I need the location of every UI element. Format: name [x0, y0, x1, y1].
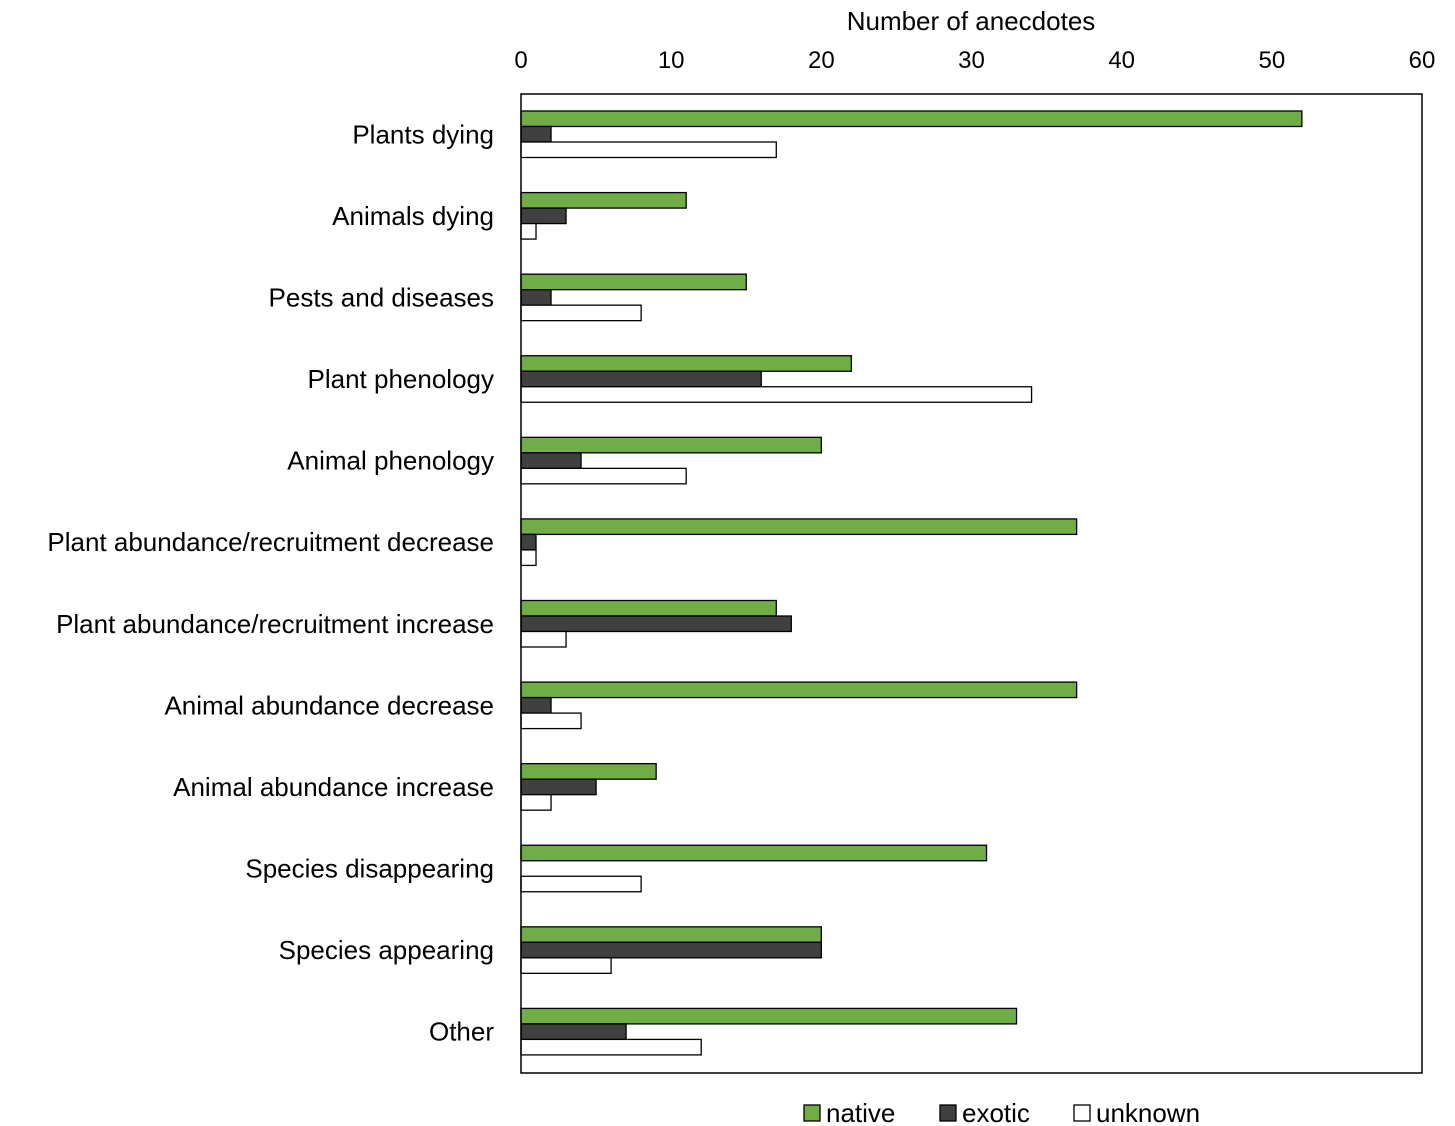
category-label-4: Animal phenology	[287, 446, 494, 476]
category-label-9: Species disappearing	[245, 854, 494, 884]
x-axis-title: Number of anecdotes	[847, 6, 1096, 36]
bar-unknown-7	[520, 712, 582, 730]
legend-swatch-exotic	[939, 1104, 957, 1122]
bar-exotic-11	[520, 1023, 627, 1041]
category-label-6: Plant abundance/recruitment increase	[56, 609, 494, 639]
x-axis-ticks: 0 10 20 30 40 50 60	[514, 47, 1435, 74]
x-tick-label-20: 20	[808, 47, 835, 74]
bar-exotic-3	[520, 370, 762, 388]
bar-unknown-5	[520, 549, 537, 567]
bar-native-6	[520, 599, 777, 617]
bar-native-10	[520, 926, 822, 943]
bar-unknown-1	[520, 222, 537, 240]
x-tick-label-50: 50	[1258, 47, 1285, 74]
x-tick-label-10: 10	[658, 47, 685, 74]
bar-unknown-9	[520, 875, 642, 893]
category-label-10: Species appearing	[279, 935, 494, 965]
bar-native-11	[520, 1007, 1018, 1025]
bars-group	[520, 110, 1303, 1056]
bar-exotic-4	[520, 452, 582, 469]
bar-native-9	[520, 844, 988, 862]
bar-native-8	[520, 763, 657, 780]
bar-unknown-10	[520, 957, 612, 974]
bar-exotic-10	[520, 941, 822, 959]
bar-native-5	[520, 518, 1078, 536]
legend: native exotic unknown	[803, 1098, 1200, 1126]
bar-unknown-0	[520, 141, 777, 159]
category-label-2: Pests and diseases	[269, 282, 494, 312]
bar-exotic-5	[520, 533, 537, 551]
category-label-3: Plant phenology	[308, 364, 494, 394]
x-tick-label-60: 60	[1409, 47, 1436, 74]
bar-unknown-2	[520, 304, 642, 322]
legend-swatch-unknown	[1073, 1104, 1091, 1122]
category-label-1: Animals dying	[332, 201, 494, 231]
bar-native-3	[520, 355, 853, 372]
bar-unknown-6	[520, 630, 567, 648]
bar-native-1	[520, 191, 687, 209]
category-label-5: Plant abundance/recruitment decrease	[47, 527, 494, 557]
bar-exotic-7	[520, 696, 552, 714]
bar-exotic-6	[520, 615, 792, 633]
x-tick-label-30: 30	[958, 47, 985, 74]
bar-unknown-4	[520, 467, 687, 485]
x-tick-label-40: 40	[1108, 47, 1135, 74]
bar-native-4	[520, 436, 822, 454]
bar-native-2	[520, 273, 747, 291]
x-tick-label-0: 0	[514, 47, 527, 74]
bar-unknown-3	[520, 386, 1033, 403]
legend-swatch-native	[803, 1104, 821, 1122]
bar-native-0	[520, 110, 1303, 128]
category-labels: Plants dying Animals dying Pests and disea…	[47, 119, 494, 1046]
category-label-7: Animal abundance decrease	[164, 690, 494, 720]
bar-exotic-0	[520, 125, 552, 143]
bar-unknown-8	[520, 794, 552, 811]
legend-label-exotic: exotic	[962, 1098, 1030, 1126]
bar-native-7	[520, 681, 1078, 699]
legend-label-unknown: unknown	[1096, 1098, 1200, 1126]
category-label-8: Animal abundance increase	[173, 772, 494, 802]
category-label-0: Plants dying	[352, 119, 494, 149]
bar-unknown-11	[520, 1038, 702, 1056]
bar-exotic-2	[520, 289, 552, 306]
plot-area-frame	[520, 93, 1423, 1074]
bar-exotic-8	[520, 778, 597, 796]
bar-exotic-1	[520, 207, 567, 225]
category-label-11: Other	[429, 1017, 494, 1047]
legend-label-native: native	[826, 1098, 895, 1126]
